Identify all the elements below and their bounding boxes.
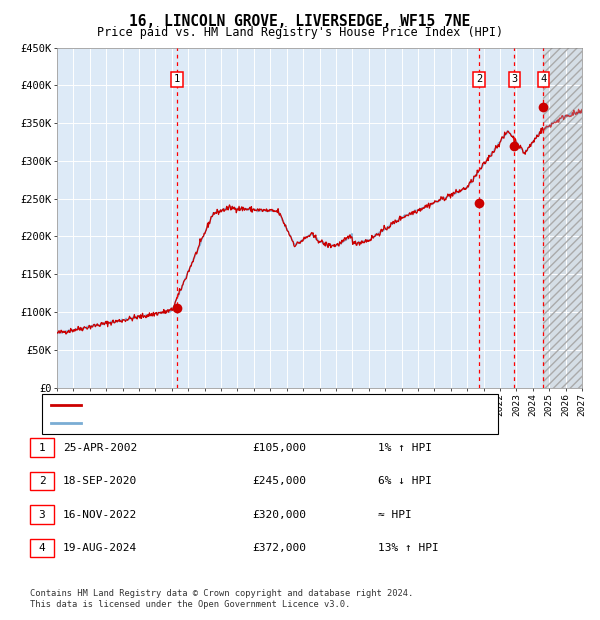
Text: £320,000: £320,000 <box>252 510 306 520</box>
Text: £372,000: £372,000 <box>252 543 306 553</box>
Text: ≈ HPI: ≈ HPI <box>378 510 412 520</box>
Bar <box>543 48 582 388</box>
Text: £245,000: £245,000 <box>252 476 306 486</box>
Text: 4: 4 <box>540 74 547 84</box>
Text: 16, LINCOLN GROVE, LIVERSEDGE, WF15 7NE: 16, LINCOLN GROVE, LIVERSEDGE, WF15 7NE <box>130 14 470 29</box>
Text: £105,000: £105,000 <box>252 443 306 453</box>
Text: 25-APR-2002: 25-APR-2002 <box>63 443 137 453</box>
Text: 16-NOV-2022: 16-NOV-2022 <box>63 510 137 520</box>
Text: HPI: Average price, detached house, Kirklees: HPI: Average price, detached house, Kirk… <box>87 418 351 428</box>
Text: 6% ↓ HPI: 6% ↓ HPI <box>378 476 432 486</box>
Bar <box>543 48 582 388</box>
Text: Contains HM Land Registry data © Crown copyright and database right 2024.
This d: Contains HM Land Registry data © Crown c… <box>30 590 413 609</box>
Text: 19-AUG-2024: 19-AUG-2024 <box>63 543 137 553</box>
Text: Price paid vs. HM Land Registry's House Price Index (HPI): Price paid vs. HM Land Registry's House … <box>97 26 503 39</box>
Text: 13% ↑ HPI: 13% ↑ HPI <box>378 543 439 553</box>
Text: 1% ↑ HPI: 1% ↑ HPI <box>378 443 432 453</box>
Text: 4: 4 <box>38 543 46 553</box>
Text: 18-SEP-2020: 18-SEP-2020 <box>63 476 137 486</box>
Text: 2: 2 <box>476 74 482 84</box>
Text: 3: 3 <box>511 74 518 84</box>
Text: 1: 1 <box>38 443 46 453</box>
Text: 2: 2 <box>38 476 46 486</box>
Text: 16, LINCOLN GROVE, LIVERSEDGE, WF15 7NE (detached house): 16, LINCOLN GROVE, LIVERSEDGE, WF15 7NE … <box>87 400 423 410</box>
Text: 1: 1 <box>174 74 180 84</box>
Text: 3: 3 <box>38 510 46 520</box>
